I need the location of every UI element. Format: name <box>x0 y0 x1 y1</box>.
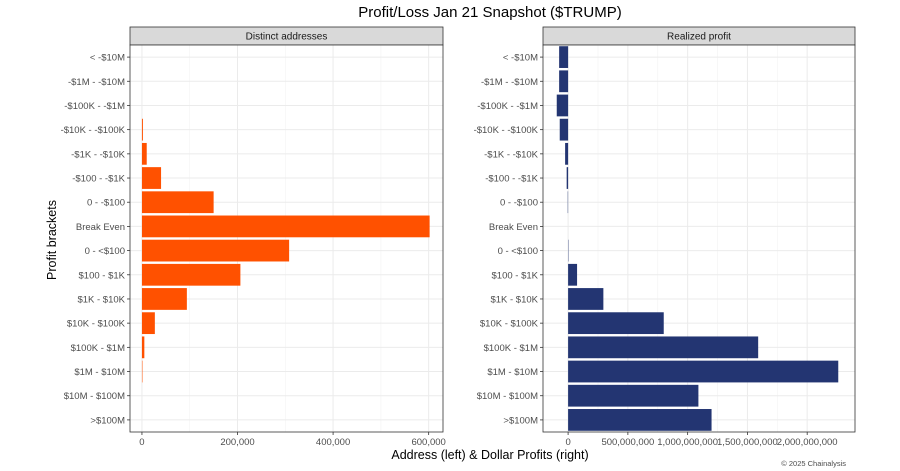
panel-border <box>129 44 444 433</box>
category-label: -$100 - -$1K <box>485 174 538 185</box>
bar <box>568 336 759 359</box>
x-tick-label: 600,000 <box>411 437 445 448</box>
bar <box>559 46 569 68</box>
bar <box>141 142 147 165</box>
panel-border <box>542 44 856 433</box>
category-label: 0 - <$100 <box>498 246 538 257</box>
category-label: Break Even <box>76 222 125 233</box>
x-tick-label: 500,000,000 <box>601 437 654 448</box>
bar <box>141 312 155 335</box>
category-label: $100K - $1M <box>484 343 538 354</box>
x-tick-label: 1,500,000,000 <box>717 437 778 448</box>
category-label: >$100M <box>503 415 538 426</box>
category-label: < -$10M <box>90 53 125 64</box>
category-label: >$100M <box>90 415 125 426</box>
category-label: Break Even <box>489 222 538 233</box>
chart-title: Profit/Loss Jan 21 Snapshot ($TRUMP) <box>358 4 621 21</box>
category-label: $10K - $100K <box>480 319 539 330</box>
bar <box>559 70 569 93</box>
bar <box>566 167 569 189</box>
category-label: < -$10M <box>503 53 538 64</box>
bar <box>565 142 569 165</box>
category-label: $100 - $1K <box>492 270 539 281</box>
category-label: $1M - $10M <box>74 367 125 378</box>
bar <box>568 312 664 335</box>
panel-realized-profit: Realized profit < -$10M -$1M - -$10M -$100K… <box>474 26 856 448</box>
category-label: -$1K - -$10K <box>484 149 539 160</box>
category-label: $100 - $1K <box>79 270 126 281</box>
bar <box>141 336 145 359</box>
category-label: $100K - $1M <box>71 343 125 354</box>
category-label: -$100 - -$1K <box>72 174 125 185</box>
x-tick-label: 1,000,000,000 <box>657 437 718 448</box>
x-tick-label: 400,000 <box>316 437 350 448</box>
x-axis-title: Address (left) & Dollar Profits (right) <box>391 448 588 462</box>
category-label: -$100K - -$1M <box>477 101 538 112</box>
category-label: 0 - -$100 <box>500 198 538 209</box>
category-label: 0 - -$100 <box>87 198 125 209</box>
bar <box>568 360 839 383</box>
bar <box>141 215 430 238</box>
x-tick-label: 2,000,000,000 <box>777 437 838 448</box>
category-label: -$1K - -$10K <box>71 149 126 160</box>
bar <box>141 118 143 141</box>
bar <box>568 384 699 407</box>
bar <box>568 263 578 286</box>
y-axis-title: Profit brackets <box>45 200 59 280</box>
category-label: 0 - <$100 <box>85 246 125 257</box>
bar <box>568 288 604 310</box>
category-label: $1K - $10K <box>77 294 125 305</box>
panel-distinct-addresses: Distinct addresses < -$10M -$1M - -$10M -$1… <box>61 26 446 448</box>
x-tick-label: 0 <box>139 437 144 448</box>
plot-background <box>130 45 443 432</box>
category-label: $10M - $100M <box>64 391 125 402</box>
category-label: $10M - $100M <box>477 391 538 402</box>
bar <box>141 167 162 189</box>
bar <box>141 288 187 310</box>
bar <box>141 191 214 214</box>
category-label: -$1M - -$10M <box>481 77 538 88</box>
bar <box>556 94 569 117</box>
category-label: -$10K - -$100K <box>61 125 126 136</box>
x-tick-label: 200,000 <box>220 437 254 448</box>
bar <box>568 409 712 431</box>
x-tick-label: 0 <box>565 437 570 448</box>
category-label: -$10K - -$100K <box>474 125 539 136</box>
bar <box>141 263 241 286</box>
category-label: -$100K - -$1M <box>64 101 125 112</box>
category-label: $1K - $10K <box>490 294 538 305</box>
chart-panels: Distinct addresses < -$10M -$1M - -$10M -$1… <box>61 26 856 448</box>
chart-credit: © 2025 Chainalysis <box>781 459 846 468</box>
panel-strip-label: Distinct addresses <box>246 32 328 43</box>
bar <box>559 118 569 141</box>
panel-strip-label: Realized profit <box>667 32 731 43</box>
category-label: -$1M - -$10M <box>68 77 125 88</box>
bar <box>141 239 290 262</box>
category-label: $10K - $100K <box>67 319 126 330</box>
category-label: $1M - $10M <box>487 367 538 378</box>
